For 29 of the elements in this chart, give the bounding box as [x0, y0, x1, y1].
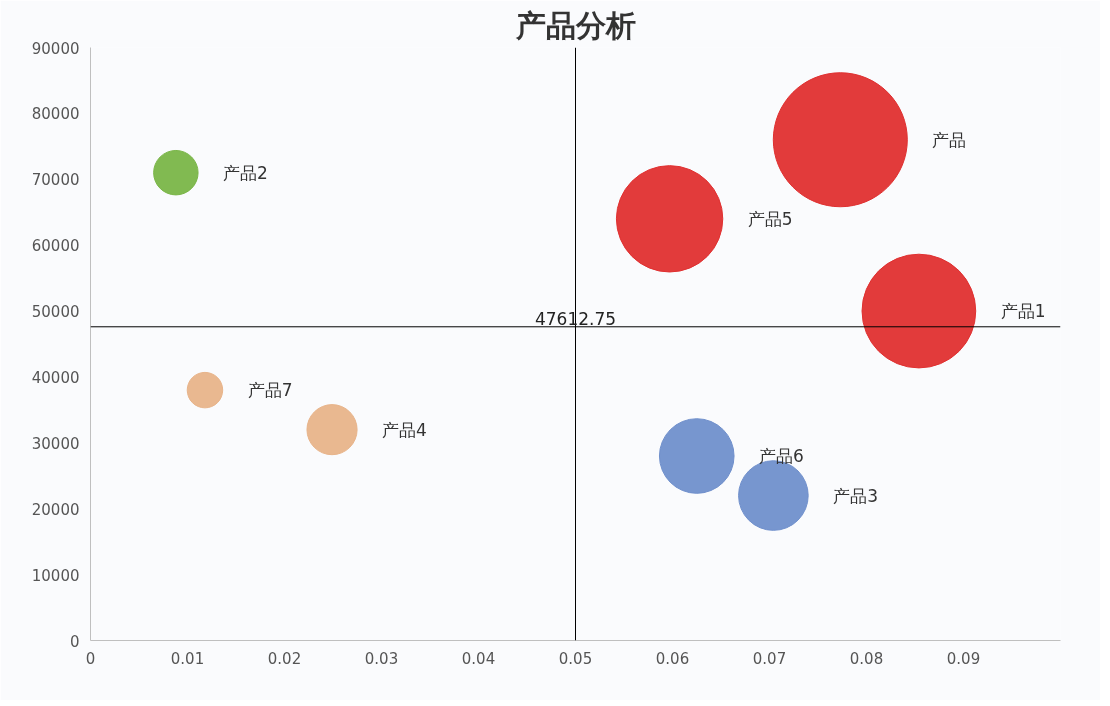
y-tick-label: 40000 [31, 368, 80, 387]
y-tick-label: 0 [69, 632, 80, 651]
y-tick-label: 30000 [31, 434, 80, 453]
y-tick-label: 60000 [31, 237, 80, 256]
x-tick-label: 0.03 [364, 649, 399, 668]
series-label: 产品6 [759, 446, 804, 467]
series-label: 产品4 [382, 419, 427, 440]
y-tick-label: 50000 [31, 303, 80, 322]
y-tick-label: 90000 [31, 39, 80, 58]
series-label: 产品1 [1000, 301, 1046, 322]
y-tick-label: 20000 [31, 500, 80, 519]
series-label: 产品5 [747, 208, 793, 229]
y-tick-label: 80000 [31, 105, 80, 124]
y-tick-label: 10000 [31, 566, 80, 585]
x-tick-label: 0.02 [267, 649, 302, 668]
chart-title: 产品分析 [514, 7, 636, 43]
x-tick-label: 0.04 [461, 649, 496, 668]
x-tick-label: 0 [85, 649, 96, 668]
x-tick-label: 0.08 [849, 649, 884, 668]
series-label: 产品3 [833, 485, 879, 506]
x-tick-label: 0.06 [655, 649, 690, 668]
x-tick-label: 0.01 [170, 649, 205, 668]
x-tick-label: 0.05 [558, 649, 593, 668]
series-label: 产品7 [247, 380, 293, 401]
x-tick-label: 0.07 [752, 649, 787, 668]
x-tick-label: 0.09 [946, 649, 981, 668]
y-tick-label: 70000 [31, 171, 80, 190]
series-label: 产品2 [223, 162, 268, 183]
series-label: 产品 [932, 129, 967, 150]
